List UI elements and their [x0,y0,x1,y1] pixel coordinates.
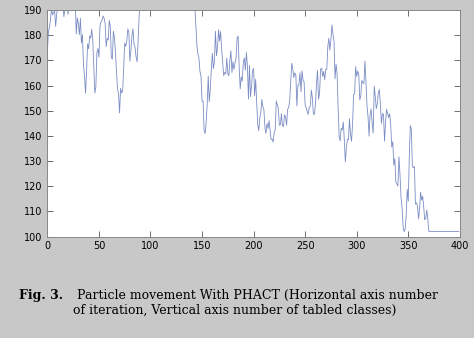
Text: Particle movement With PHACT (Horizontal axis number
of iteration, Vertical axis: Particle movement With PHACT (Horizontal… [73,289,438,317]
Text: Fig. 3.: Fig. 3. [19,289,63,302]
